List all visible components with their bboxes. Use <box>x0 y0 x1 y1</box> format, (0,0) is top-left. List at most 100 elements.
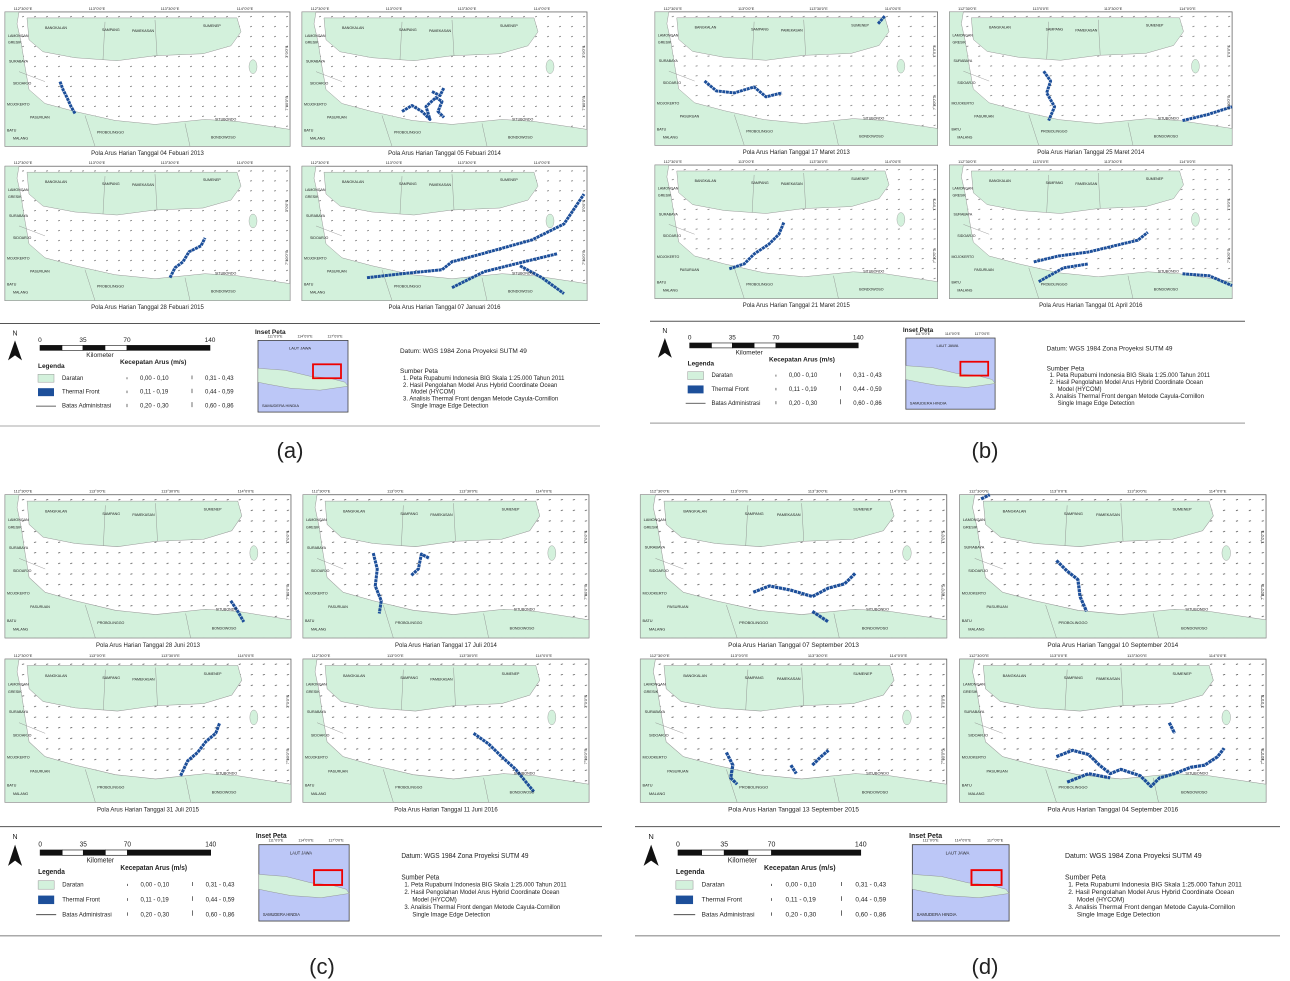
scale-segment <box>127 850 210 855</box>
place-label: MALANG <box>957 289 972 293</box>
place-label: BONDOWOSO <box>510 626 535 630</box>
scale-label: 0 <box>38 337 42 344</box>
place-label: SAMPANG <box>751 28 769 32</box>
lon-label: 112°30'0"E <box>650 489 670 494</box>
place-label: LAMONGAN <box>952 187 973 191</box>
lon-label: 114°0'0"E <box>1209 653 1227 658</box>
place-label: SIDOARJO <box>13 236 32 240</box>
place-label: PASURUAN <box>30 769 50 773</box>
place-label: PROBOLINGGO <box>746 283 773 287</box>
place-label: PASURUAN <box>974 268 994 272</box>
lat-label: 7°30'0"S <box>583 749 588 765</box>
map-caption: Pola Arus Harian Tanggal 28 Febuari 2015 <box>91 305 204 311</box>
source-item: 3. Analisis Thermal Front dengan Metode … <box>404 904 561 911</box>
place-label: PROBOLINGGO <box>395 785 422 789</box>
place-label: SITUBONDO <box>863 117 884 121</box>
map-caption: Pola Arus Harian Tanggal 25 Maret 2014 <box>1037 150 1145 156</box>
scale-segment <box>62 345 83 350</box>
place-label: SAMPANG <box>399 28 417 32</box>
place-label: MALANG <box>13 792 28 796</box>
place-label: SURABAYA <box>306 214 326 218</box>
place-label: GRESIK <box>658 194 672 198</box>
inset-lon: 117°0'0"E <box>327 334 343 338</box>
inset-sea-label: LAUT JAWA <box>937 343 959 348</box>
scale-unit: Kilometer <box>736 350 764 357</box>
place-label: PROBOLINGGO <box>739 785 768 789</box>
lat-label: 7°0'0"S <box>285 199 289 212</box>
inset-lon: 114°0'0"E <box>945 332 961 336</box>
place-label: PAMEKASAN <box>132 29 154 33</box>
place-label: PASURUAN <box>30 270 50 274</box>
scale-label: 0 <box>676 842 680 849</box>
lon-label: 112°30'0"E <box>958 160 977 164</box>
inset-sea-label: LAUT JAWA <box>289 345 311 350</box>
scale-label: 35 <box>80 841 88 848</box>
place-label: GRESIK <box>8 526 22 530</box>
place-label: LAMONGAN <box>658 187 679 191</box>
lon-label: 114°0'0"E <box>534 7 551 11</box>
place-label: LAMONGAN <box>8 518 29 522</box>
source-title: Sumber Peta <box>1065 874 1106 881</box>
datum: Datum: WGS 1984 Zona Proyeksi SUTM 49 <box>400 348 527 355</box>
place-label: SUMENEP <box>204 508 222 512</box>
map-caption: Pola Arus Harian Tanggal 04 Febuari 2013 <box>91 151 204 157</box>
place-label: SAMPANG <box>102 512 120 516</box>
place-label: SUMENEP <box>851 24 869 28</box>
map: BANGKALANSAMPANGPAMEKASANSUMENEPLAMONGAN… <box>655 7 938 156</box>
island <box>249 214 257 228</box>
source-item: 2. Hasil Pengolahan Model Arus Hybrid Co… <box>1068 889 1234 896</box>
place-label: SIDOARJO <box>311 569 330 573</box>
place-label: PROBOLINGGO <box>1041 283 1068 287</box>
inset-sea-label: LAUT JAWA <box>946 850 970 855</box>
place-label: SIDOARJO <box>649 733 669 737</box>
place-label: BATU <box>7 783 17 787</box>
inset-lon: 111°0'0"E <box>268 838 283 842</box>
scale-segment <box>711 343 732 348</box>
lon-label: 112°30'0"E <box>664 7 683 11</box>
place-label: LAMONGAN <box>305 188 326 192</box>
place-label: SAMPANG <box>102 28 120 32</box>
place-label: PROBOLINGGO <box>395 621 422 625</box>
source-title: Sumber Peta <box>401 874 439 881</box>
panel: BANGKALANSAMPANGPAMEKASANSUMENEPLAMONGAN… <box>635 489 1280 936</box>
lat-label: 7°0'0"S <box>1227 198 1231 211</box>
island <box>1191 213 1199 227</box>
place-label: SURABAYA <box>964 546 985 550</box>
place-label: BONDOWOSO <box>510 791 535 795</box>
lat-label: 7°30'0"S <box>933 248 937 263</box>
island <box>897 59 905 73</box>
place-label: PASURUAN <box>30 115 50 119</box>
place-label: PAMEKASAN <box>1075 182 1097 186</box>
lon-label: 113°0'0"E <box>89 488 106 493</box>
place-label: SITUBONDO <box>514 607 536 611</box>
place-label: MOJOKERTO <box>951 102 974 106</box>
place-label: PROBOLINGGO <box>1041 129 1068 133</box>
place-label: SURABAYA <box>964 710 985 714</box>
place-label: SUMENEP <box>1146 24 1164 28</box>
island <box>546 60 554 74</box>
place-label: BONDOWOSO <box>859 134 884 138</box>
legend-item: Thermal Front <box>711 387 749 393</box>
lon-label: 112°30'0"E <box>650 653 670 658</box>
place-label: GRESIK <box>8 690 22 694</box>
place-label: SIDOARJO <box>649 569 669 573</box>
lon-label: 112°30'0"E <box>14 161 33 165</box>
legend-swatch <box>38 374 54 382</box>
place-label: SAMPANG <box>1046 28 1064 32</box>
place-label: GRESIK <box>305 195 319 199</box>
place-label: GRESIK <box>306 690 320 694</box>
place-label: PAMEKASAN <box>132 513 154 517</box>
place-label: BANGKALAN <box>695 26 717 30</box>
source-item: Model (HYCOM) <box>411 390 455 396</box>
place-label: PASURUAN <box>680 268 700 272</box>
panel-label: (c) <box>309 954 335 979</box>
scale-segment <box>690 343 712 348</box>
map-caption: Pola Arus Harian Tanggal 07 Januari 2016 <box>389 305 502 311</box>
place-label: BANGKALAN <box>45 180 67 184</box>
lon-label: 113°30'0"E <box>161 161 180 165</box>
place-label: SIDOARJO <box>311 733 330 737</box>
place-label: PASURUAN <box>30 605 50 609</box>
lon-label: 113°30'0"E <box>161 653 180 658</box>
legend-item: Thermal Front <box>62 390 100 396</box>
